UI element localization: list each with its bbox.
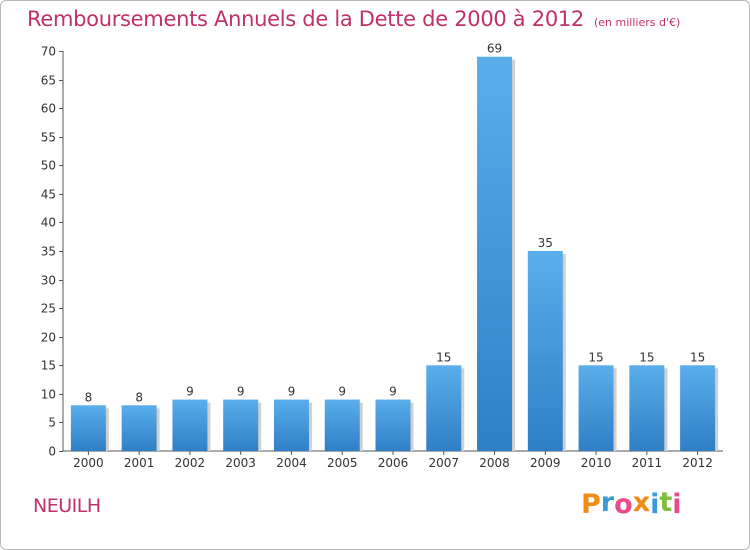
logo-letter: r	[600, 487, 615, 518]
value-label: 9	[288, 385, 296, 399]
bar	[477, 56, 513, 451]
y-tick-label: 10	[41, 388, 56, 402]
title-text: Remboursements Annuels de la Dette de 20…	[27, 7, 584, 31]
y-tick-label: 40	[41, 216, 56, 230]
y-tick-label: 50	[41, 159, 56, 173]
bar	[578, 365, 614, 451]
bar	[121, 405, 157, 451]
logo-letter: o	[614, 489, 633, 520]
x-tick-label: 2007	[428, 456, 459, 470]
x-tick-label: 2002	[175, 456, 206, 470]
commune-name: NEUILH	[33, 495, 101, 517]
proxiti-logo: Proxiti	[581, 487, 682, 520]
x-tick-label: 2004	[276, 456, 307, 470]
y-tick-label: 25	[41, 302, 56, 316]
value-label: 15	[588, 350, 603, 364]
y-tick-label: 65	[41, 74, 56, 88]
logo-letter: t	[659, 487, 673, 518]
value-label: 8	[85, 390, 93, 404]
logo-letter: i	[672, 489, 682, 520]
value-label: 8	[135, 390, 143, 404]
x-tick-label: 2005	[327, 456, 358, 470]
title-unit: (en milliers d'€)	[594, 16, 681, 29]
x-tick-label: 2012	[682, 456, 713, 470]
y-tick-label: 15	[41, 359, 56, 373]
x-tick-label: 2010	[581, 456, 612, 470]
bar	[527, 251, 563, 451]
y-tick-label: 45	[41, 188, 56, 202]
value-label: 9	[338, 385, 346, 399]
x-tick-label: 2000	[73, 456, 104, 470]
x-tick-label: 2009	[530, 456, 561, 470]
x-tick-label: 2011	[632, 456, 663, 470]
value-label: 9	[186, 385, 194, 399]
x-tick-label: 2003	[225, 456, 256, 470]
bar	[375, 399, 411, 451]
value-label: 15	[690, 350, 705, 364]
value-labels: 8 8 9 9 9 9 9 15 69 35 15 15 15	[85, 42, 706, 405]
y-tick-label: 0	[48, 445, 56, 459]
value-label: 35	[538, 236, 553, 250]
bar	[70, 405, 106, 451]
logo-letter: i	[650, 489, 660, 520]
y-tick-label: 20	[41, 331, 56, 345]
y-tick-label: 55	[41, 131, 56, 145]
bar	[172, 399, 208, 451]
value-label: 15	[639, 350, 654, 364]
bar	[680, 365, 716, 451]
y-tick-label: 35	[41, 245, 56, 259]
bar	[426, 365, 462, 451]
value-label: 15	[436, 350, 451, 364]
y-tick-label: 70	[41, 45, 56, 59]
value-label: 9	[389, 385, 397, 399]
y-tick-label: 60	[41, 102, 56, 116]
bar	[324, 399, 360, 451]
y-tick-label: 30	[41, 274, 56, 288]
value-label: 69	[487, 42, 502, 56]
bars	[70, 56, 719, 451]
bar	[629, 365, 665, 451]
axes: 0 5 10 15 20 25 30 35 40 45 50 55 60 65 70 2000 2001 2002…	[41, 45, 723, 470]
x-tick-label: 2006	[378, 456, 409, 470]
logo-letter: x	[632, 487, 651, 518]
x-tick-label: 2001	[124, 456, 155, 470]
y-tick-label: 5	[48, 416, 56, 430]
logo-letter: P	[581, 489, 601, 520]
chart-title: Remboursements Annuels de la Dette de 20…	[27, 7, 680, 31]
bar	[273, 399, 309, 451]
bar	[223, 399, 259, 451]
x-tick-label: 2008	[479, 456, 510, 470]
value-label: 9	[237, 385, 245, 399]
